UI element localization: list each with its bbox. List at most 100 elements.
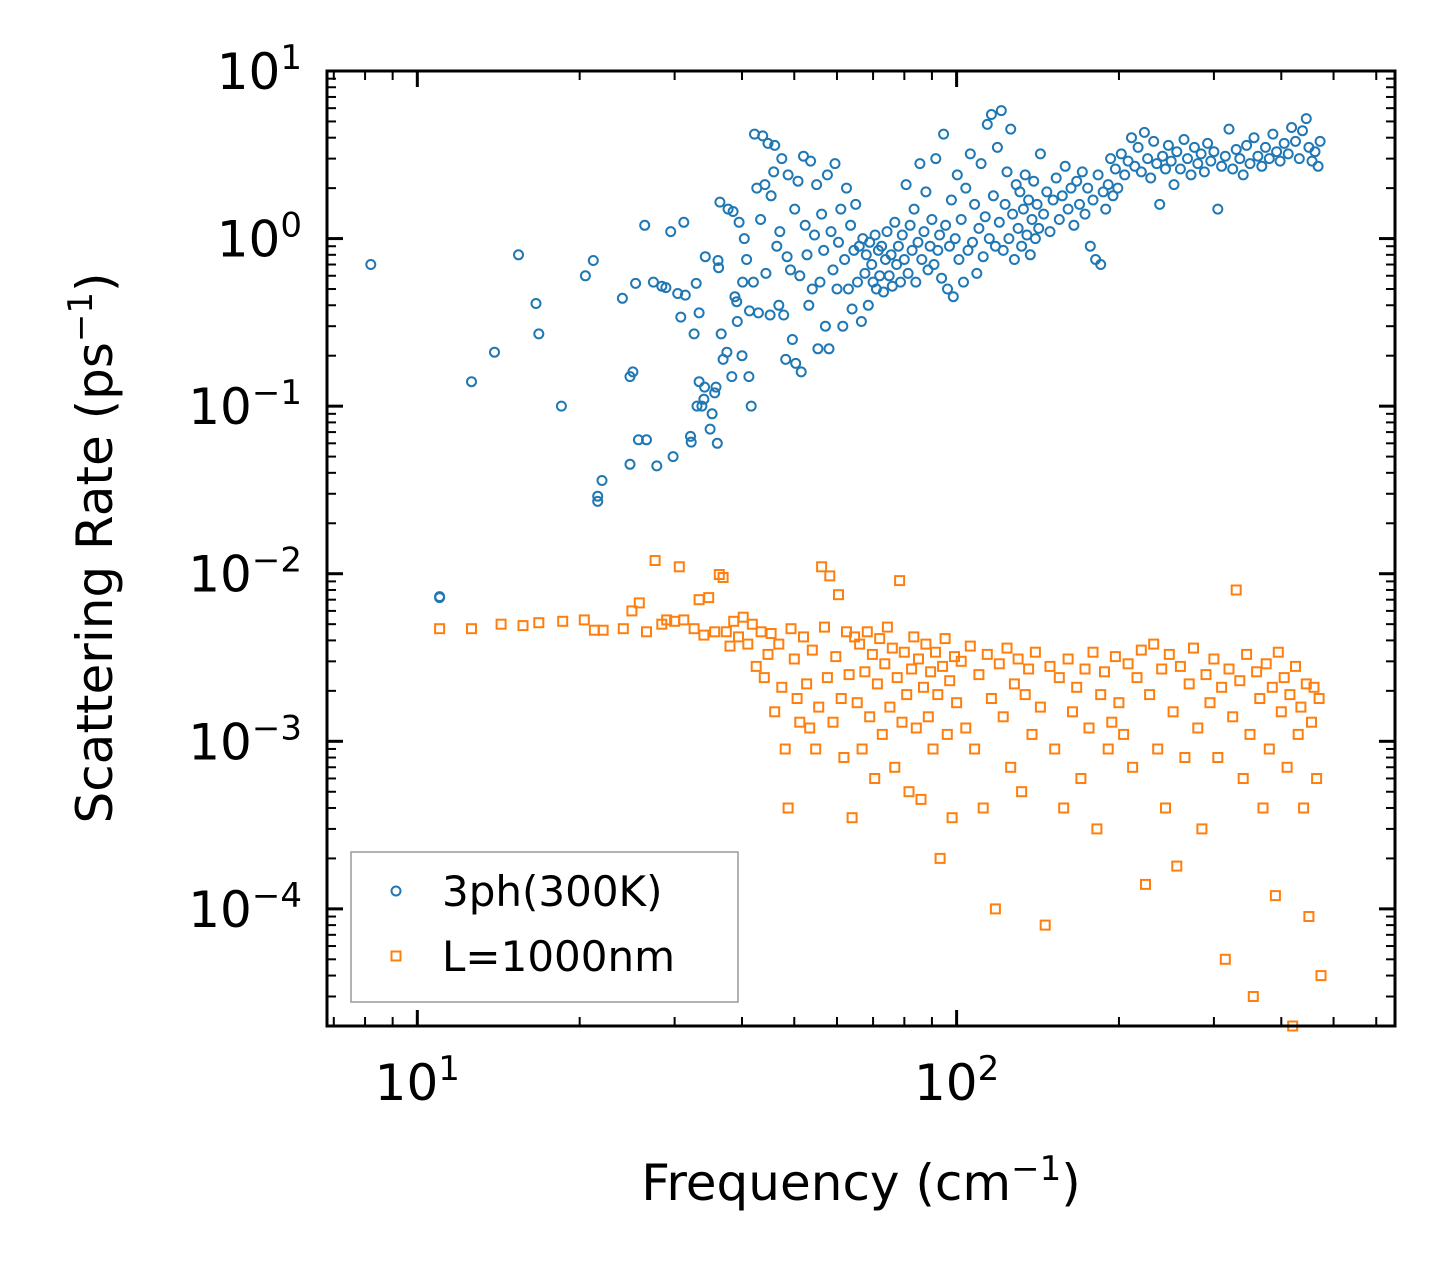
data-point <box>806 644 818 656</box>
data-point <box>997 711 1009 723</box>
data-point <box>1160 163 1171 175</box>
data-point <box>712 255 724 266</box>
data-point <box>947 291 959 303</box>
data-point <box>958 276 969 288</box>
data-point <box>906 663 918 675</box>
data-point <box>759 179 771 191</box>
data-point <box>1244 728 1256 740</box>
data-point <box>1067 706 1078 718</box>
data-point <box>866 648 878 660</box>
data-point <box>983 233 995 245</box>
data-point <box>1001 642 1013 654</box>
data-point <box>811 179 823 191</box>
data-point <box>838 752 850 763</box>
data-point <box>1151 158 1163 170</box>
data-point <box>908 631 920 643</box>
data-point <box>806 283 818 295</box>
data-point <box>1059 160 1071 172</box>
data-point <box>771 240 783 252</box>
data-point <box>861 626 873 638</box>
data-point <box>729 291 741 303</box>
data-point <box>597 624 609 636</box>
data-point <box>842 283 854 295</box>
data-point <box>698 393 710 405</box>
data-point <box>1012 653 1024 665</box>
data-point <box>1091 823 1103 835</box>
data-point <box>1014 186 1026 198</box>
data-point <box>903 786 915 798</box>
data-point <box>724 640 736 652</box>
data-point <box>693 307 705 319</box>
data-point <box>816 561 828 573</box>
data-point <box>987 190 999 202</box>
data-point <box>717 572 729 583</box>
data-point <box>1244 158 1256 170</box>
data-point <box>896 229 908 241</box>
data-point <box>1182 153 1193 165</box>
data-point <box>715 328 727 340</box>
data-point <box>1007 208 1019 220</box>
data-point <box>672 288 684 299</box>
data-point <box>1295 701 1307 713</box>
data-point <box>814 276 826 288</box>
data-point <box>803 299 815 311</box>
data-point <box>617 623 629 635</box>
data-point <box>821 169 833 181</box>
data-point <box>973 669 985 681</box>
data-point <box>661 614 673 626</box>
data-point <box>1274 155 1286 167</box>
data-point <box>1223 663 1235 675</box>
data-point <box>955 655 967 667</box>
data-point <box>915 793 927 805</box>
data-point <box>1282 148 1294 160</box>
data-point <box>1145 172 1157 184</box>
data-point <box>1047 194 1059 206</box>
data-point <box>795 366 807 378</box>
data-point <box>1202 137 1214 149</box>
data-point <box>1126 132 1137 144</box>
data-point <box>1087 194 1099 206</box>
data-point <box>818 244 830 256</box>
data-point <box>804 722 816 734</box>
data-point <box>999 198 1011 210</box>
data-point <box>1102 743 1114 755</box>
data-point <box>466 623 477 635</box>
data-point <box>1012 222 1024 234</box>
data-point <box>641 434 652 446</box>
y-tick-label: 10−1 <box>188 373 302 436</box>
data-point <box>949 233 961 245</box>
data-point <box>866 259 878 270</box>
data-point <box>876 240 888 252</box>
data-point <box>731 316 743 327</box>
data-point <box>727 206 739 217</box>
data-point <box>786 334 798 345</box>
tick-label-layer: 101 102 101 100 10−1 10−2 10−3 10−4 <box>188 38 999 1112</box>
data-point <box>1023 663 1035 675</box>
data-point <box>711 437 723 449</box>
data-point <box>685 436 697 448</box>
data-point <box>1127 761 1139 773</box>
data-point <box>747 276 759 288</box>
data-point <box>1272 646 1284 658</box>
data-point <box>709 626 721 638</box>
data-point <box>517 620 529 632</box>
data-point <box>823 343 835 355</box>
data-point <box>1131 672 1143 684</box>
data-point <box>827 264 839 276</box>
data-point <box>801 249 813 261</box>
data-point <box>809 229 820 241</box>
data-point <box>1219 953 1231 965</box>
data-point <box>869 229 881 241</box>
data-point <box>755 214 767 225</box>
data-point <box>1016 786 1028 798</box>
data-point <box>891 672 903 684</box>
data-point <box>1058 802 1070 814</box>
data-point <box>1109 163 1121 175</box>
data-point <box>1230 584 1242 596</box>
data-point <box>922 264 934 276</box>
data-point <box>1106 716 1118 728</box>
data-point <box>839 254 851 265</box>
legend-frame <box>350 851 739 1003</box>
